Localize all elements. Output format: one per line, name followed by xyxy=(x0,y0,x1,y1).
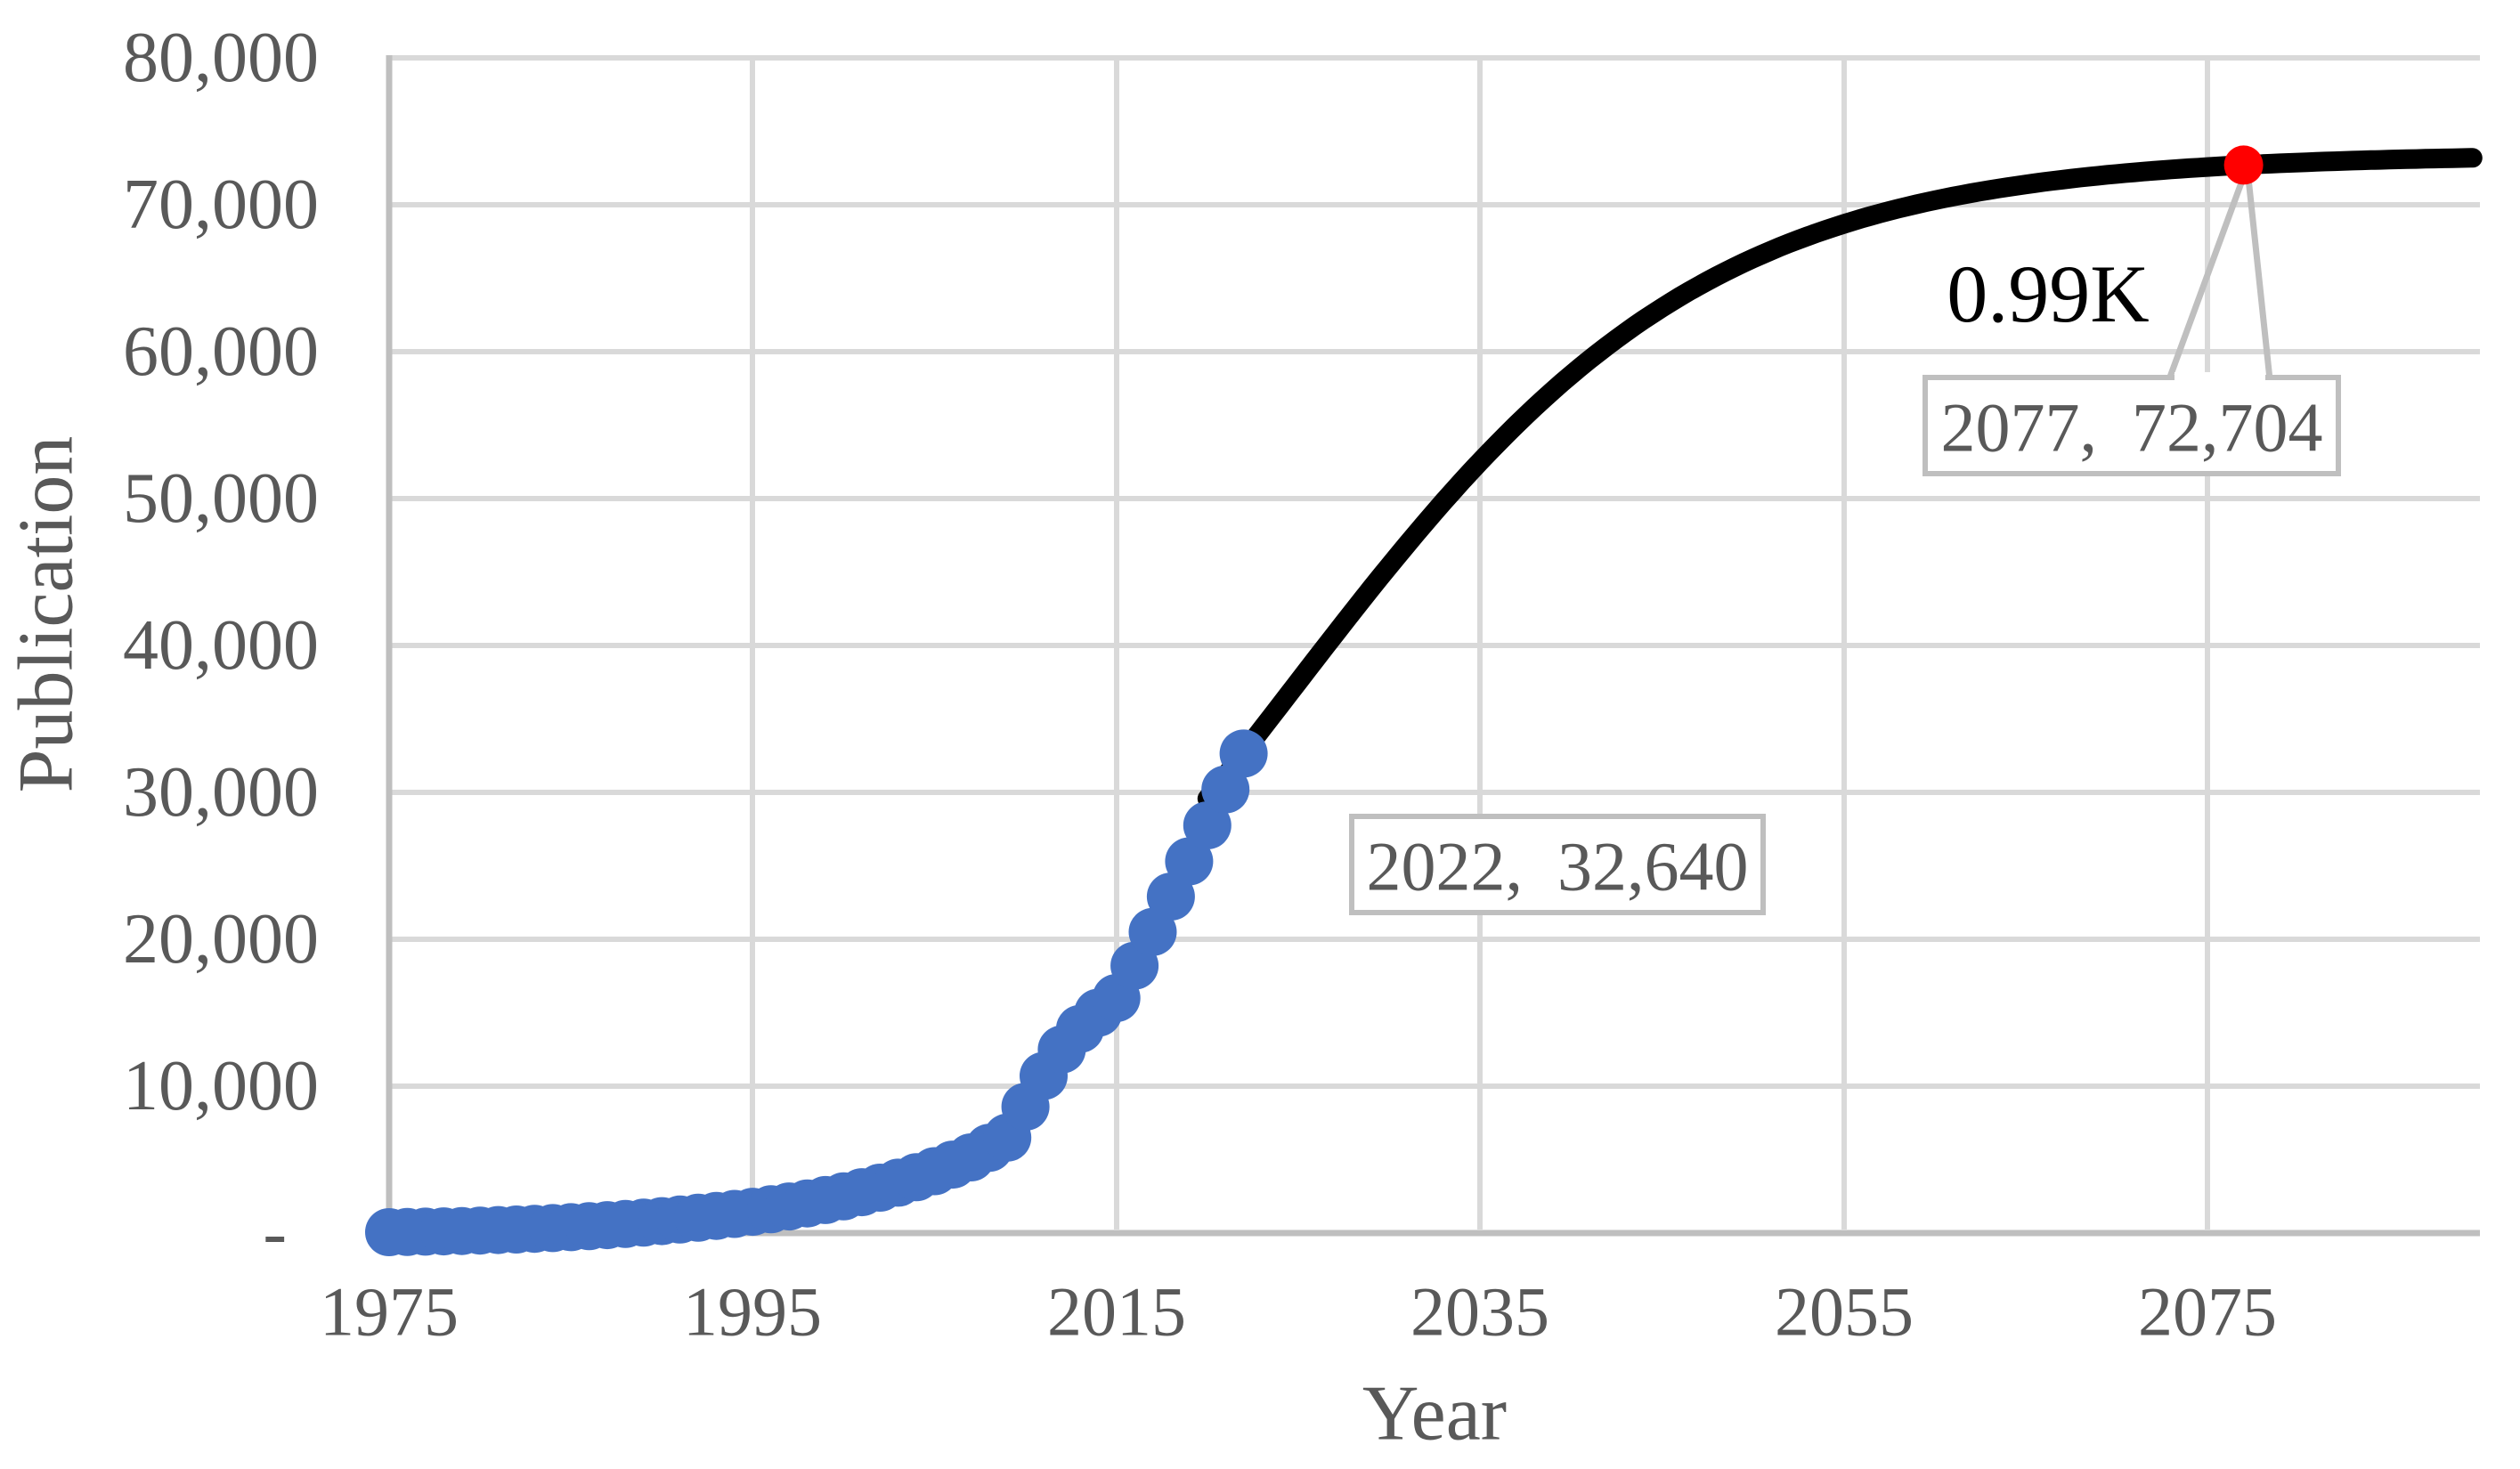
observed-point-2019 xyxy=(1165,837,1214,886)
callout-border-gap xyxy=(2175,372,2265,384)
y-tick-0: - xyxy=(263,1194,287,1272)
x-tick-1975: 1975 xyxy=(320,1273,459,1351)
observed-point-2022 xyxy=(1219,729,1268,778)
observed-point-2018 xyxy=(1146,872,1195,921)
callout-box-2022 xyxy=(1349,814,1766,915)
observed-point-2021 xyxy=(1201,765,1250,814)
fit-curve-layer xyxy=(1197,148,2483,808)
leader-line-left xyxy=(2166,176,2247,381)
x-tick-labels: 1975 1995 2015 2035 2055 2075 xyxy=(320,1273,2277,1351)
fit-curve xyxy=(1197,148,2483,808)
x-tick-1995: 1995 xyxy=(683,1273,822,1351)
gridlines xyxy=(389,55,2480,1230)
observed-point-2017 xyxy=(1128,907,1177,956)
projection-point-2077 xyxy=(2223,145,2264,185)
y-tick-80000: 80,000 xyxy=(123,19,319,97)
projection-point-layer xyxy=(2223,145,2264,185)
callout-box-2077 xyxy=(1923,375,2341,476)
y-tick-labels: - 10,000 20,000 30,000 40,000 50,000 60,… xyxy=(123,19,319,1272)
y-tick-10000: 10,000 xyxy=(123,1047,319,1125)
x-tick-2055: 2055 xyxy=(1775,1273,1914,1351)
observed-point-2020 xyxy=(1183,801,1232,850)
x-tick-2015: 2015 xyxy=(1047,1273,1186,1351)
y-tick-20000: 20,000 xyxy=(123,900,319,978)
leader-line-right xyxy=(2245,177,2273,380)
capacity-annotation: 0.99K xyxy=(1947,248,2149,339)
callout-label-2077: 2077, 72,704 xyxy=(1941,389,2323,467)
y-tick-70000: 70,000 xyxy=(123,166,319,244)
y-tick-50000: 50,000 xyxy=(123,459,319,538)
callout-label-2022: 2022, 32,640 xyxy=(1367,828,1749,905)
callout-leaders xyxy=(2166,176,2273,381)
y-axis-title: Publication xyxy=(4,436,90,793)
observed-points-layer xyxy=(365,729,1268,1256)
annotation-boxes: 2022, 32,640 2077, 72,704 0.99K xyxy=(1349,248,2341,915)
y-tick-60000: 60,000 xyxy=(123,312,319,391)
x-axis-title: Year xyxy=(1362,1371,1507,1457)
y-tick-30000: 30,000 xyxy=(123,753,319,832)
x-tick-2075: 2075 xyxy=(2138,1273,2277,1351)
y-tick-40000: 40,000 xyxy=(123,606,319,685)
x-tick-2035: 2035 xyxy=(1410,1273,1549,1351)
